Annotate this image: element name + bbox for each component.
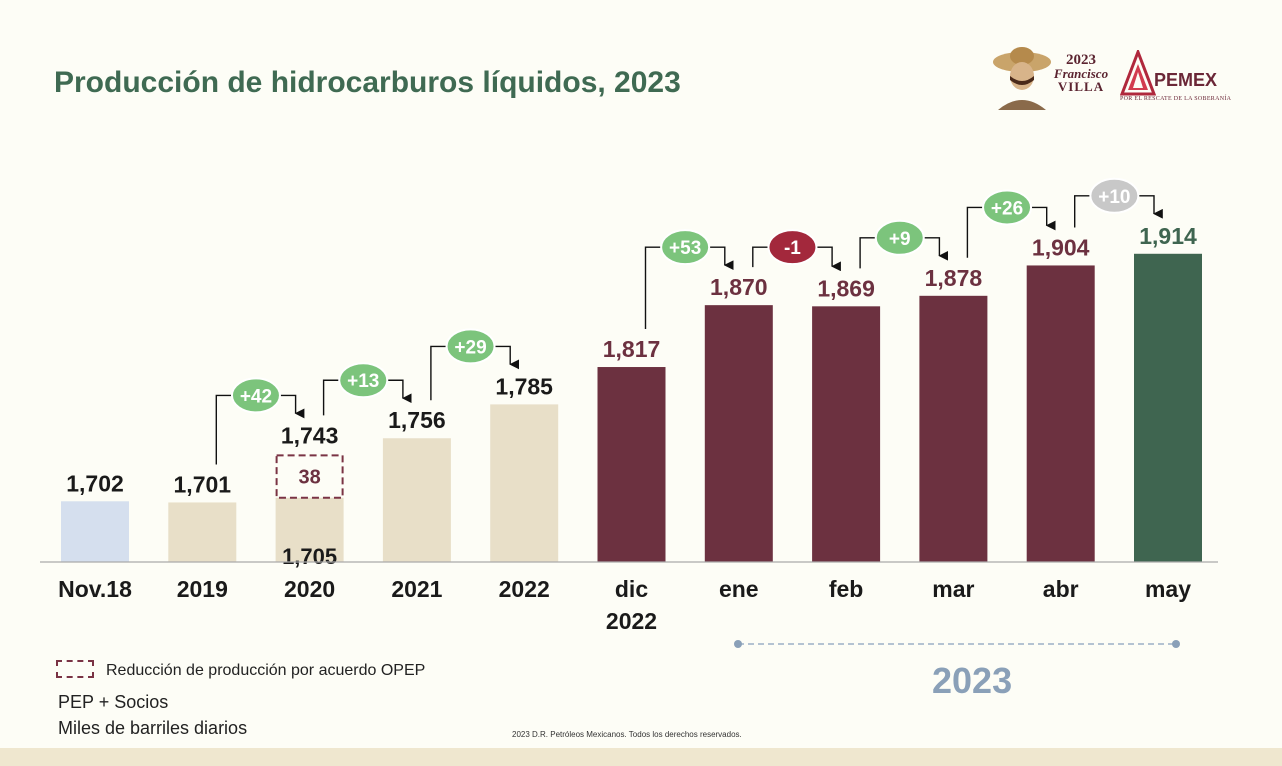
value-label-abr: 1,904 [1032, 234, 1090, 260]
bar-ene [704, 305, 773, 562]
change-4-badge [660, 229, 711, 266]
value-label-dic-2022: 1,817 [603, 336, 661, 362]
bar-may [1134, 253, 1202, 562]
source-note: PEP + Socios [58, 692, 169, 712]
bar-mar [919, 295, 988, 562]
change-1-badge-label: +42 [240, 386, 272, 407]
bar-2020-opec-reduction [275, 454, 344, 499]
opec-legend-swatch [56, 660, 94, 678]
pemex-logo: PEMEX POR EL RESCATE DE LA SOBERANÍA [1118, 46, 1252, 106]
bar-feb [812, 306, 881, 562]
year-bracket [734, 640, 1180, 648]
change-6-badge [874, 219, 925, 256]
pemex-wordmark: PEMEX [1154, 70, 1218, 90]
x-tick-mar: mar [932, 576, 974, 602]
change-2-badge [338, 362, 389, 399]
value-label-feb: 1,869 [817, 275, 875, 301]
x-tick-2020: 2020 [284, 576, 335, 602]
bar-nov-18 [61, 501, 129, 562]
villa-name-1: Francisco [1053, 66, 1109, 81]
x-tick-2019: 2019 [177, 576, 228, 602]
bar-2020-base [275, 497, 344, 562]
opec-reduction-label: 38 [298, 467, 320, 489]
change-7-badge-label: +26 [991, 198, 1023, 219]
change-3-badge-label: +29 [454, 337, 486, 358]
base-2020-label: 1,705 [282, 544, 337, 569]
value-label-2020: 1,743 [281, 422, 339, 448]
x-tick-feb: feb [829, 576, 864, 602]
page-title: Producción de hidrocarburos líquidos, 20… [54, 66, 681, 99]
change-1-badge [230, 377, 281, 414]
copyright-text: 2023 D.R. Petróleos Mexicanos. Todos los… [512, 730, 742, 739]
pemex-flame-icon [1120, 50, 1156, 96]
villa-portrait-icon [993, 47, 1051, 110]
value-label-may: 1,914 [1139, 223, 1197, 249]
change-4-badge-label: +53 [669, 238, 701, 259]
villa-year: 2023 [1066, 52, 1096, 68]
x-tick-ene: ene [719, 576, 759, 602]
bottom-strip [0, 748, 1282, 766]
value-label-2019: 1,701 [174, 471, 232, 497]
change-8-badge [1089, 177, 1140, 214]
bar-dic-2022 [597, 367, 666, 562]
bar-2022 [490, 404, 559, 562]
bar-2021 [382, 438, 451, 562]
change-8-badge-label: +10 [1098, 187, 1130, 208]
bar-2019 [168, 502, 237, 562]
x-tick-2022: 2022 [499, 576, 550, 602]
x-tick-dic-2022: dic 2022 [606, 576, 657, 634]
value-label-nov-18: 1,702 [66, 470, 124, 496]
x-tick-2021: 2021 [391, 576, 442, 602]
x-tick-nov-18: Nov.18 [58, 576, 132, 602]
value-label-ene: 1,870 [710, 274, 768, 300]
pemex-tagline: POR EL RESCATE DE LA SOBERANÍA [1120, 96, 1232, 102]
year-2023-label: 2023 [932, 660, 1013, 701]
unit-note: Miles de barriles diarios [58, 718, 248, 738]
x-tick-abr: abr [1043, 576, 1079, 602]
change-5-badge-label: -1 [784, 238, 801, 259]
change-7-badge [982, 189, 1033, 226]
change-5-badge [767, 229, 818, 266]
bar-abr [1026, 265, 1095, 562]
change-3-badge [445, 328, 496, 365]
value-label-2021: 1,756 [388, 407, 446, 433]
francisco-villa-logo: 2023 Francisco VILLA [992, 46, 1112, 110]
change-2-badge-label: +13 [347, 371, 379, 392]
x-tick-may: may [1145, 576, 1191, 602]
change-6-badge-label: +9 [889, 229, 911, 250]
villa-name-2: VILLA [1057, 79, 1105, 94]
opec-legend-label: Reducción de producción por acuerdo OPEP [106, 662, 426, 679]
villa-logo-text: 2023 Francisco VILLA [1050, 52, 1112, 94]
value-label-2022: 1,785 [495, 373, 553, 399]
value-label-mar: 1,878 [925, 265, 983, 291]
